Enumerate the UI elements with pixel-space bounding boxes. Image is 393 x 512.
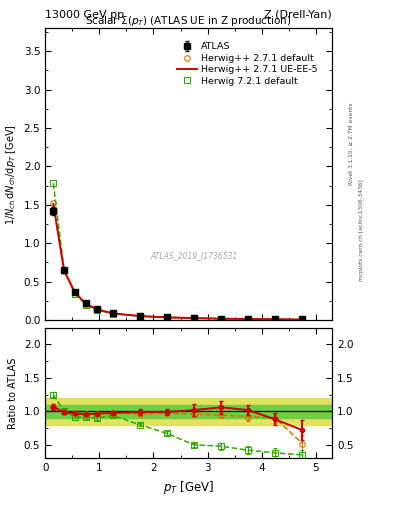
Herwig 7.2.1 default bbox=[94, 307, 99, 313]
Herwig++ 2.7.1 default bbox=[219, 315, 224, 322]
Line: Herwig 7.2.1 default: Herwig 7.2.1 default bbox=[51, 181, 305, 323]
Herwig 7.2.1 default bbox=[51, 180, 56, 186]
Text: 13000 GeV pp: 13000 GeV pp bbox=[45, 10, 124, 20]
Herwig 7.2.1 default bbox=[300, 316, 305, 323]
Herwig++ 2.7.1 UE-EE-5 bbox=[246, 316, 251, 322]
Herwig++ 2.7.1 UE-EE-5 bbox=[138, 313, 142, 319]
Herwig++ 2.7.1 default bbox=[300, 316, 305, 323]
Herwig 7.2.1 default bbox=[138, 313, 142, 319]
Legend: ATLAS, Herwig++ 2.7.1 default, Herwig++ 2.7.1 UE-EE-5, Herwig 7.2.1 default: ATLAS, Herwig++ 2.7.1 default, Herwig++ … bbox=[173, 39, 321, 90]
Herwig 7.2.1 default bbox=[83, 302, 88, 308]
Herwig 7.2.1 default bbox=[73, 291, 77, 297]
Herwig++ 2.7.1 UE-EE-5 bbox=[73, 289, 77, 295]
Text: mcplots.cern.ch [arXiv:1306.3436]: mcplots.cern.ch [arXiv:1306.3436] bbox=[359, 180, 364, 281]
Title: Scalar $\Sigma(p_T)$ (ATLAS UE in Z production): Scalar $\Sigma(p_T)$ (ATLAS UE in Z prod… bbox=[85, 14, 292, 28]
Herwig++ 2.7.1 default bbox=[94, 306, 99, 312]
Herwig 7.2.1 default bbox=[62, 267, 66, 273]
Herwig 7.2.1 default bbox=[219, 316, 224, 322]
Herwig++ 2.7.1 default bbox=[110, 310, 115, 316]
Herwig 7.2.1 default bbox=[246, 316, 251, 323]
Herwig++ 2.7.1 UE-EE-5 bbox=[51, 201, 56, 207]
Line: Herwig++ 2.7.1 default: Herwig++ 2.7.1 default bbox=[51, 201, 305, 323]
Herwig 7.2.1 default bbox=[192, 315, 196, 322]
Herwig++ 2.7.1 default bbox=[83, 301, 88, 307]
X-axis label: $p_T$ [GeV]: $p_T$ [GeV] bbox=[163, 479, 214, 496]
Herwig++ 2.7.1 UE-EE-5 bbox=[165, 314, 169, 321]
Line: Herwig++ 2.7.1 UE-EE-5: Herwig++ 2.7.1 UE-EE-5 bbox=[53, 204, 302, 319]
Herwig++ 2.7.1 default bbox=[51, 200, 56, 206]
Bar bbox=[45, 398, 332, 425]
Herwig++ 2.7.1 UE-EE-5 bbox=[192, 315, 196, 321]
Herwig 7.2.1 default bbox=[273, 316, 277, 323]
Y-axis label: $1/N_{\rm ch}\,{\rm d}N_{\rm ch}/{\rm d}p_T$ [GeV]: $1/N_{\rm ch}\,{\rm d}N_{\rm ch}/{\rm d}… bbox=[4, 123, 18, 225]
Herwig++ 2.7.1 UE-EE-5 bbox=[83, 301, 88, 307]
Herwig 7.2.1 default bbox=[110, 311, 115, 317]
Y-axis label: Ratio to ATLAS: Ratio to ATLAS bbox=[8, 357, 18, 429]
Herwig++ 2.7.1 default bbox=[192, 315, 196, 321]
Herwig++ 2.7.1 UE-EE-5 bbox=[300, 316, 305, 323]
Herwig 7.2.1 default bbox=[165, 314, 169, 321]
Herwig++ 2.7.1 UE-EE-5 bbox=[110, 310, 115, 316]
Herwig++ 2.7.1 UE-EE-5 bbox=[273, 316, 277, 323]
Herwig++ 2.7.1 default bbox=[246, 316, 251, 322]
Text: Z (Drell-Yan): Z (Drell-Yan) bbox=[264, 10, 332, 20]
Herwig++ 2.7.1 default bbox=[165, 314, 169, 321]
Herwig++ 2.7.1 UE-EE-5 bbox=[94, 306, 99, 312]
Herwig++ 2.7.1 default bbox=[73, 289, 77, 295]
Text: Rivet 3.1.10, ≥ 2.7M events: Rivet 3.1.10, ≥ 2.7M events bbox=[349, 102, 354, 185]
Herwig++ 2.7.1 default bbox=[62, 268, 66, 274]
Text: ATLAS_2019_I1736531: ATLAS_2019_I1736531 bbox=[151, 251, 238, 260]
Herwig++ 2.7.1 default bbox=[273, 316, 277, 323]
Herwig++ 2.7.1 UE-EE-5 bbox=[62, 268, 66, 274]
Herwig++ 2.7.1 UE-EE-5 bbox=[219, 315, 224, 322]
Herwig++ 2.7.1 default bbox=[138, 313, 142, 319]
Bar bbox=[45, 404, 332, 418]
